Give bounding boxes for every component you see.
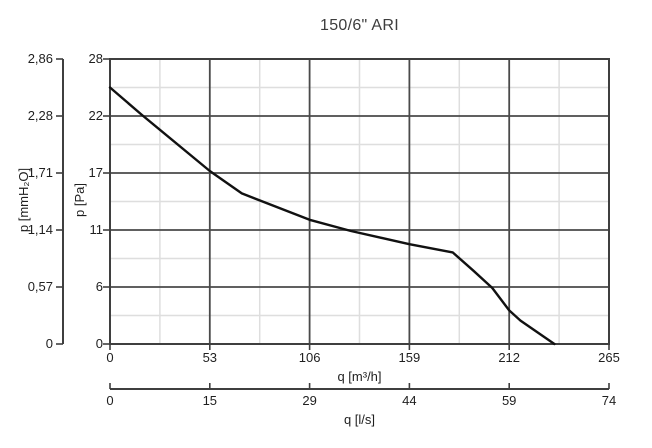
x-axis-label-m3h: q [m³/h] [337, 369, 382, 384]
pa-tick-label: 6 [95, 279, 103, 294]
m3h-tick-label: 106 [298, 350, 321, 365]
pressure-flow-curve [108, 86, 556, 346]
mmh2o-tick-label: 0 [45, 336, 53, 351]
mmh2o-tick-label: 1,14 [27, 222, 53, 237]
pa-tick-label: 0 [95, 336, 103, 351]
pa-tick-label: 22 [88, 108, 103, 123]
mmh2o-tick-label: 2,28 [27, 108, 53, 123]
y-axis-label-mmh2o: p [mmH₂O] [16, 167, 31, 233]
ls-tick-label: 0 [106, 393, 114, 408]
pa-tick-label: 17 [88, 165, 103, 180]
mmh2o-tick-label: 2,86 [27, 51, 53, 66]
m3h-tick-label: 0 [106, 350, 114, 365]
plot-frame [109, 58, 610, 345]
ls-tick-label: 59 [501, 393, 517, 408]
m3h-tick-label: 212 [498, 350, 521, 365]
m3h-tick-label: 53 [202, 350, 218, 365]
m3h-tick-label: 159 [398, 350, 421, 365]
m3h-tick-label: 265 [598, 350, 620, 365]
mmh2o-tick-label: 1,71 [27, 165, 53, 180]
ls-tick-label: 44 [402, 393, 417, 408]
y-axis-label-pa: p [Pa] [72, 183, 87, 217]
chart-title: 150/6" ARI [320, 17, 399, 34]
mmh2o-tick-label: 0,57 [27, 279, 53, 294]
pa-tick-label: 11 [89, 222, 104, 237]
x-axis-label-ls: q [l/s] [343, 412, 376, 427]
ls-tick-label: 29 [302, 393, 317, 408]
pa-tick-label: 28 [88, 51, 103, 66]
ls-tick-label: 74 [601, 393, 617, 408]
ls-tick-label: 15 [202, 393, 218, 408]
